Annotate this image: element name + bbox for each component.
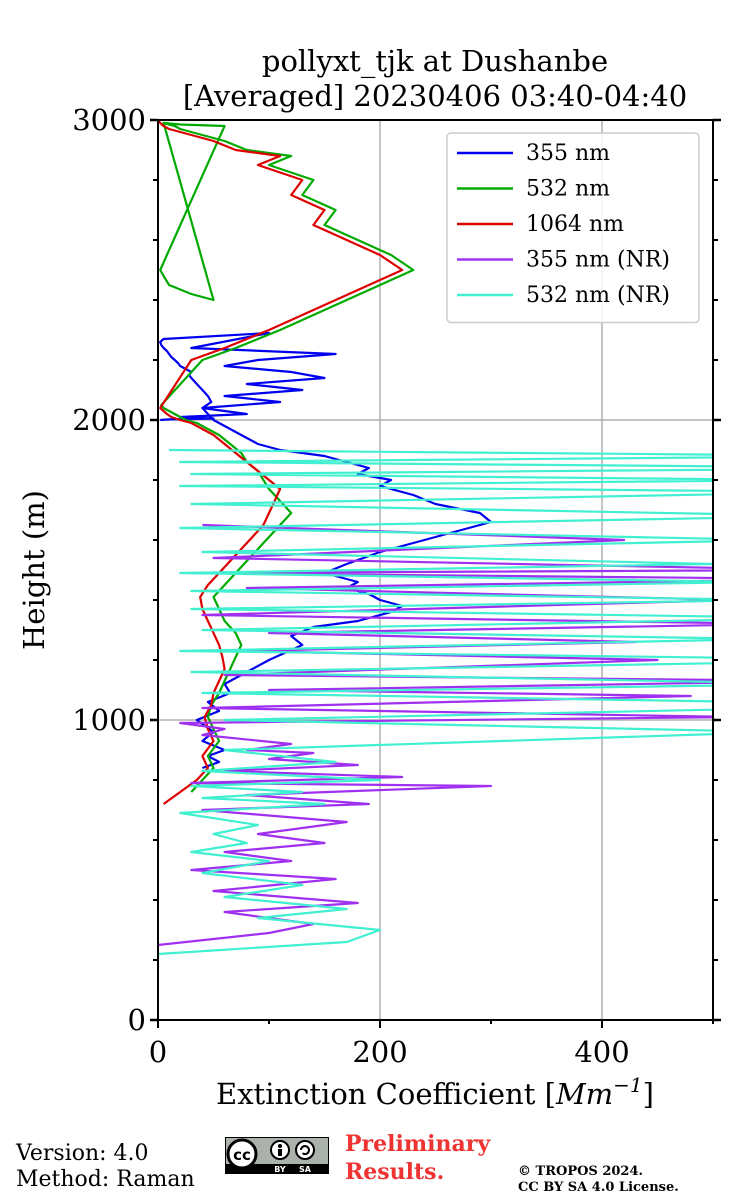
legend-box	[446, 132, 700, 324]
x-axis-unit: Mm	[555, 1077, 613, 1111]
plot-frame	[157, 119, 714, 1021]
copyright-line1: © TROPOS 2024.	[518, 1164, 644, 1179]
axis-ticks: 0 200 400 0 1000 2000 3000	[72, 103, 721, 1069]
cc-logo-text: cc	[233, 1146, 251, 1164]
legend-label-2: 1064 nm	[526, 212, 624, 237]
plot-lines	[158, 120, 713, 956]
y-tick-label: 3000	[72, 103, 146, 137]
series-line-2	[158, 120, 404, 805]
preliminary-label-line2: Results.	[345, 1159, 445, 1185]
x-axis-unit-open: [	[545, 1077, 556, 1111]
x-tick-label: 400	[574, 1035, 629, 1069]
cc-sa-text: SA	[299, 1165, 312, 1174]
y-tick-label: 0	[128, 1003, 146, 1037]
cc-license-icon: cc BY SA	[225, 1137, 329, 1174]
series-line-0	[159, 331, 493, 770]
legend-label-3: 355 nm (NR)	[526, 248, 670, 273]
series-line-4	[158, 448, 713, 956]
y-axis-label: Height (m)	[17, 490, 51, 650]
x-axis-label-text: Extinction Coefficient	[216, 1077, 536, 1111]
y-tick-label: 2000	[72, 403, 146, 437]
cc-by-text: BY	[274, 1165, 286, 1174]
copyright-line2: CC BY SA 4.0 License.	[518, 1180, 679, 1195]
x-axis-unit-close: ]	[643, 1077, 654, 1111]
x-tick-label: 0	[149, 1035, 167, 1069]
legend-label-0: 355 nm	[526, 141, 610, 166]
x-axis-unit-exp: −1	[613, 1073, 642, 1097]
preliminary-label-line1: Preliminary	[345, 1131, 491, 1157]
chart-subtitle: [Averaged] 20230406 03:40-04:40	[183, 79, 687, 113]
x-tick-label: 200	[352, 1035, 407, 1069]
y-tick-label: 1000	[72, 703, 146, 737]
x-axis-label: Extinction Coefficient [Mm−1]	[216, 1073, 654, 1111]
chart-title: pollyxt_tjk at Dushanbe	[262, 44, 608, 79]
legend: 355 nm 532 nm 1064 nm 355 nm (NR) 532 nm (NR…	[446, 132, 700, 324]
legend-label-1: 532 nm	[526, 177, 610, 202]
legend-label-4: 532 nm (NR)	[526, 283, 670, 308]
version-text: Version: 4.0	[16, 1141, 149, 1166]
method-text: Method: Raman	[16, 1167, 195, 1192]
series-line-3	[158, 523, 713, 947]
